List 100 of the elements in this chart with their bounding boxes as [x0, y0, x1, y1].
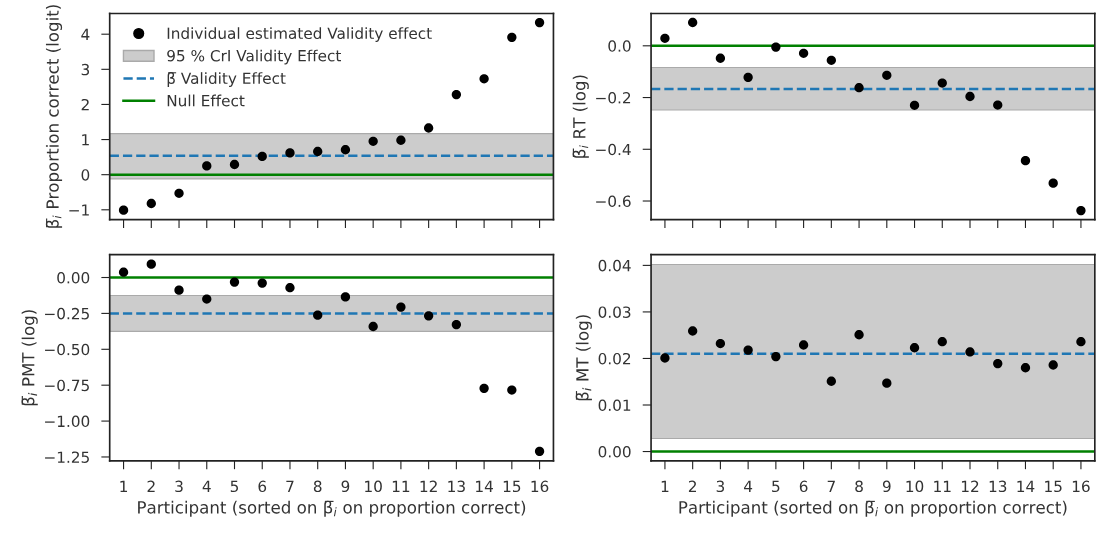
x-tick-label: 1 [120, 480, 128, 492]
y-tick-label: −0.6 [596, 195, 631, 208]
point [313, 146, 323, 157]
x-tick-label: 4 [744, 480, 753, 492]
point [660, 353, 670, 363]
y-tick-label: −1.25 [45, 451, 89, 463]
point [826, 376, 836, 386]
point [993, 100, 1003, 110]
point [202, 294, 212, 304]
point [937, 337, 947, 347]
y-tick-label: 4 [81, 28, 90, 40]
y-tick-label: 3 [81, 63, 90, 76]
y-axis-title: β̅$_{i}$ PMT (log) [21, 310, 38, 406]
x-tick-label: 13 [989, 480, 1007, 493]
legend-label: Null Effect [167, 94, 245, 107]
point [882, 378, 892, 388]
point [937, 78, 947, 88]
point [1020, 363, 1031, 373]
x-tick-label: 12 [961, 480, 979, 492]
legend-label: β̅ Validity Effect [167, 72, 286, 87]
y-tick-label: −0.50 [45, 343, 90, 356]
point [534, 17, 545, 28]
point [174, 285, 184, 295]
legend-label: 95 % CrI Validity Effect [167, 49, 341, 65]
x-tick-label: 9 [341, 480, 350, 493]
x-tick-label: 3 [716, 480, 725, 493]
y-tick-label: 0.04 [598, 259, 631, 272]
point [1048, 360, 1058, 370]
point [965, 347, 975, 357]
x-tick-label: 15 [503, 480, 521, 493]
y-tick-label: −0.25 [45, 307, 89, 320]
point [340, 292, 351, 302]
y-tick-label: 1 [82, 134, 89, 146]
point [229, 159, 240, 170]
point [1020, 156, 1031, 166]
y-tick-label: 0.0 [608, 40, 631, 52]
y-axis-title: β̅$_{i}$ MT (log) [575, 315, 592, 401]
point [396, 135, 406, 145]
x-tick-label: 13 [448, 480, 465, 493]
x-tick-label: 1 [661, 480, 669, 492]
point [118, 267, 129, 277]
x-tick-label: 7 [827, 480, 835, 492]
point [257, 278, 267, 288]
x-tick-label: 11 [934, 480, 951, 492]
point [1076, 337, 1086, 347]
point [368, 321, 378, 332]
point [118, 205, 129, 215]
point [965, 91, 975, 102]
point [146, 259, 156, 269]
point [688, 326, 698, 336]
y-tick-label: 2 [81, 98, 89, 111]
y-tick-label: −0.4 [596, 143, 631, 156]
x-tick-label: 14 [476, 480, 493, 492]
point [798, 340, 809, 350]
x-tick-label: 7 [286, 480, 294, 492]
point [285, 283, 295, 293]
x-tick-label: 8 [855, 480, 863, 493]
point [882, 70, 892, 80]
x-tick-label: 6 [799, 480, 808, 493]
point [743, 72, 753, 83]
legend-label: Individual estimated Validity effect [167, 27, 432, 43]
y-tick-label: 0.01 [598, 399, 631, 412]
point [229, 277, 240, 287]
x-tick-label: 12 [420, 480, 437, 492]
y-tick-label: −1 [69, 204, 89, 216]
point [423, 123, 434, 133]
point [1048, 178, 1058, 188]
point [451, 89, 462, 100]
point [715, 53, 726, 63]
x-tick-label: 16 [531, 480, 549, 493]
y-tick-label: 0.03 [598, 306, 631, 318]
x-tick-label: 10 [906, 480, 924, 493]
point [993, 358, 1003, 369]
x-tick-label: 5 [230, 480, 239, 493]
point [854, 83, 864, 93]
x-tick-label: 4 [202, 480, 211, 492]
x-tick-label: 2 [147, 480, 155, 492]
point [715, 338, 726, 349]
x-tick-label: 5 [772, 480, 780, 493]
y-tick-label: 0 [81, 169, 90, 181]
x-tick-label: 15 [1045, 480, 1062, 493]
point [396, 302, 406, 312]
x-tick-label: 9 [882, 480, 891, 493]
y-axis-title: β̅$_{i}$ Proportion correct (logit) [45, 5, 63, 228]
point [423, 311, 434, 321]
point [285, 148, 295, 158]
point [688, 17, 698, 28]
x-tick-label: 16 [1072, 480, 1090, 493]
y-tick-label: −1.00 [45, 415, 90, 428]
point [507, 32, 517, 43]
point [507, 385, 517, 395]
point [743, 345, 753, 355]
x-tick-label: 3 [175, 480, 183, 493]
point [368, 136, 378, 146]
y-axis-title: β̅$_{i}$ RT (log) [572, 75, 589, 158]
y-tick-label: 0.02 [598, 352, 631, 365]
y-tick-label: −0.2 [596, 92, 631, 104]
point [534, 446, 545, 457]
point [771, 42, 781, 52]
point [146, 198, 156, 209]
